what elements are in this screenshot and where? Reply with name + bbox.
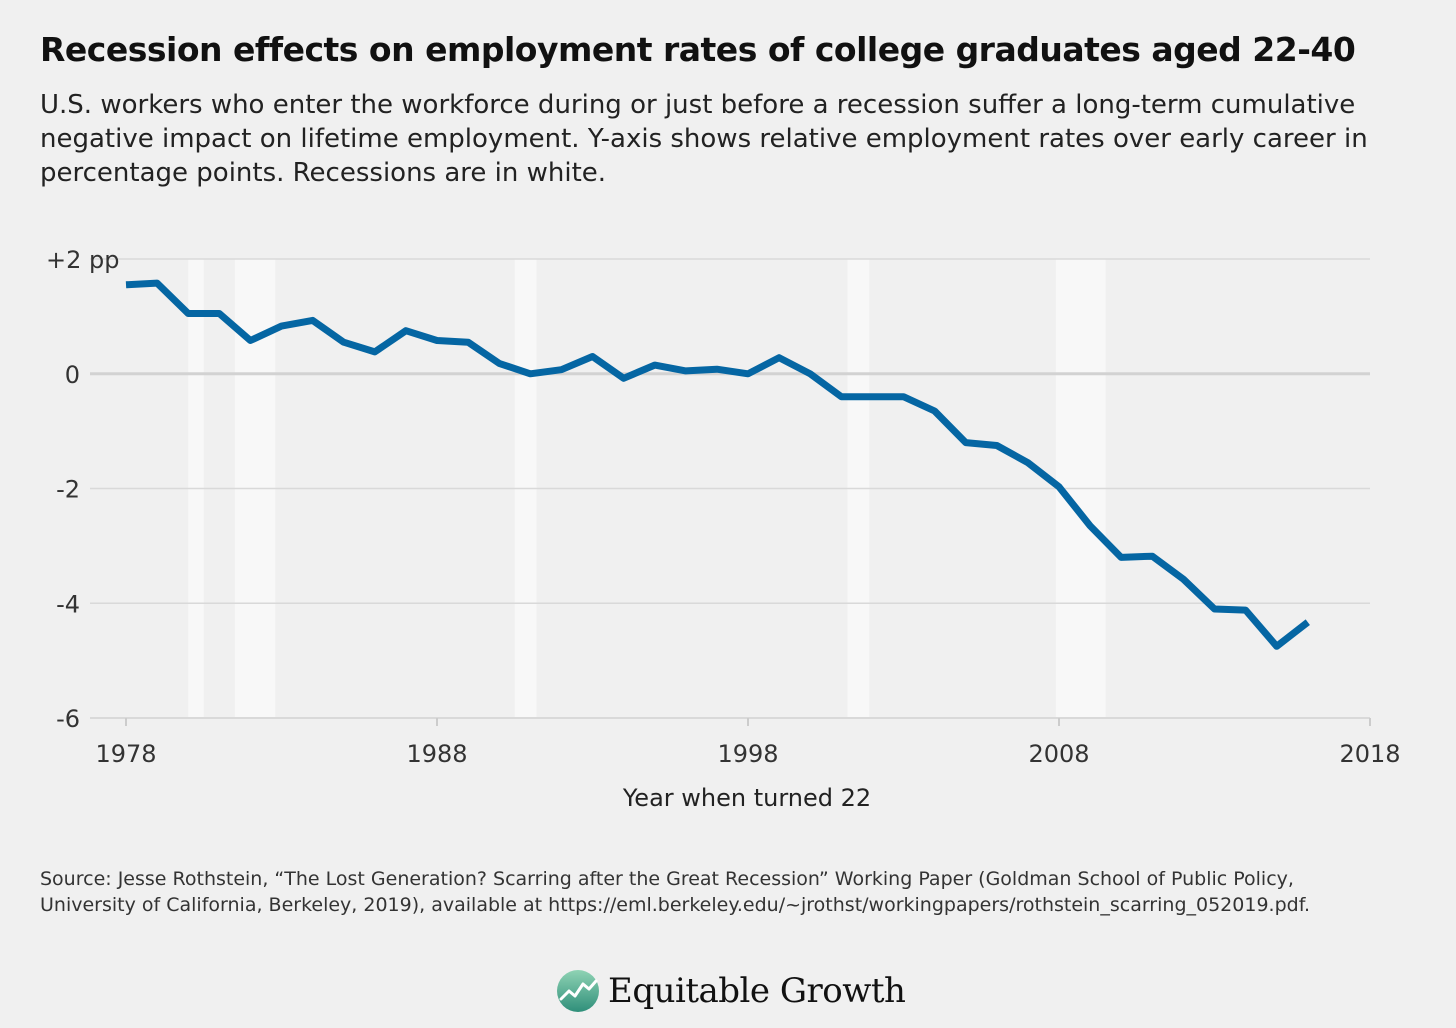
chart-subtitle: U.S. workers who enter the workforce dur… bbox=[40, 90, 1368, 188]
x-axis-tick-labels: 1978 1988 1998 2008 2018 bbox=[95, 740, 1400, 768]
x-axis-title: Year when turned 22 bbox=[622, 784, 871, 812]
series-layer bbox=[125, 279, 1310, 650]
x-tick-label-0: 1978 bbox=[95, 740, 156, 768]
chart-title: Recession effects on employment rates of… bbox=[40, 30, 1356, 69]
chart-circle-icon bbox=[557, 970, 599, 1012]
x-tick-label-2: 1998 bbox=[717, 740, 778, 768]
x-tick-label-4: 2018 bbox=[1339, 740, 1400, 768]
equitable-growth-logo: Equitable Growth bbox=[556, 966, 906, 1016]
y-tick-label-0: +2 pp bbox=[46, 246, 119, 274]
y-tick-label-1: 0 bbox=[65, 361, 80, 389]
y-tick-label-3: -4 bbox=[56, 590, 80, 618]
y-axis-tick-labels: +2 pp 0 -2 -4 -6 bbox=[46, 246, 119, 733]
y-tick-label-2: -2 bbox=[56, 476, 80, 504]
line-chart: +2 pp 0 -2 -4 -6 1978 1988 1998 2008 2018 Year w… bbox=[46, 246, 1401, 812]
x-tick-label-1: 1988 bbox=[406, 740, 467, 768]
x-tick-label-3: 2008 bbox=[1028, 740, 1089, 768]
x-axis bbox=[125, 718, 1371, 726]
logo-text: Equitable Growth bbox=[608, 971, 906, 1011]
source-note: Source: Jesse Rothstein, “The Lost Gener… bbox=[40, 868, 1311, 916]
series-line-0 bbox=[125, 279, 1310, 650]
y-tick-label-4: -6 bbox=[56, 705, 80, 733]
